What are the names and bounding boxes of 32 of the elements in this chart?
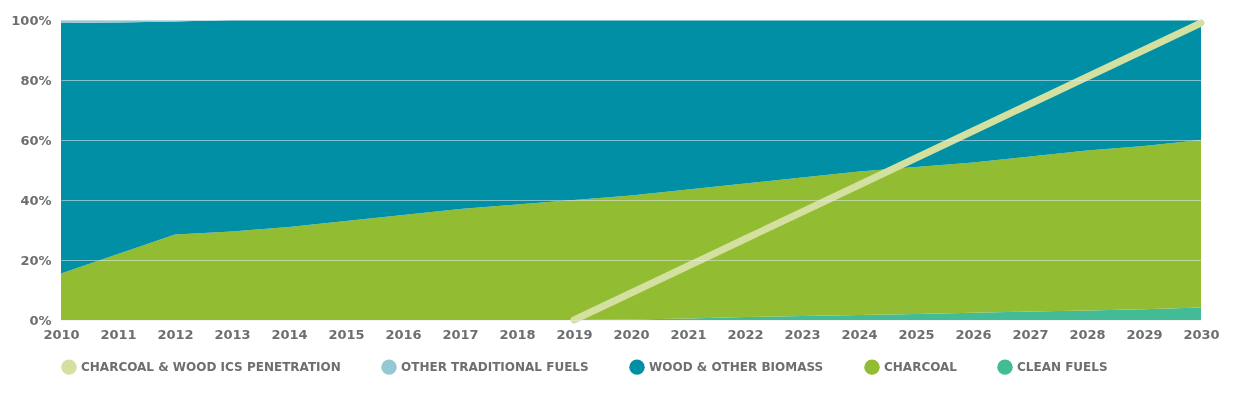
y-tick-label: 40% — [20, 192, 52, 208]
x-tick-label: 2014 — [271, 326, 308, 342]
x-tick-label: 2023 — [784, 326, 821, 342]
y-tick-label: 60% — [20, 132, 52, 148]
x-tick-label: 2025 — [898, 326, 935, 342]
legend-label: WOOD & OTHER BIOMASS — [649, 360, 824, 375]
x-tick-label: 2012 — [157, 326, 194, 342]
x-tick-label: 2028 — [1069, 326, 1106, 342]
legend-label: CLEAN FUELS — [1017, 360, 1108, 375]
legend-label: CHARCOAL — [884, 360, 958, 375]
x-tick-label: 2017 — [442, 326, 479, 342]
x-tick-label: 2029 — [1126, 326, 1163, 342]
legend-label: CHARCOAL & WOOD ICS PENETRATION — [81, 360, 341, 375]
x-tick-label: 2024 — [841, 326, 878, 342]
x-tick-label: 2016 — [385, 326, 422, 342]
x-tick-label: 2018 — [499, 326, 536, 342]
x-tick-label: 2013 — [214, 326, 251, 342]
y-tick-label: 0% — [29, 312, 52, 328]
y-tick-label: 20% — [20, 252, 52, 268]
legend-label: OTHER TRADITIONAL FUELS — [401, 360, 589, 375]
x-tick-label: 2020 — [613, 326, 650, 342]
x-tick-label: 2026 — [955, 326, 992, 342]
x-tick-label: 2027 — [1012, 326, 1049, 342]
x-tick-label: 2011 — [100, 326, 137, 342]
x-tick-label: 2015 — [328, 326, 365, 342]
y-tick-label: 100% — [11, 12, 52, 28]
x-tick-label: 2030 — [1183, 326, 1220, 342]
x-tick-label: 2019 — [556, 326, 593, 342]
x-tick-label: 2010 — [43, 326, 80, 342]
x-tick-label: 2021 — [670, 326, 707, 342]
y-tick-label: 80% — [20, 72, 52, 88]
x-tick-label: 2022 — [727, 326, 764, 342]
